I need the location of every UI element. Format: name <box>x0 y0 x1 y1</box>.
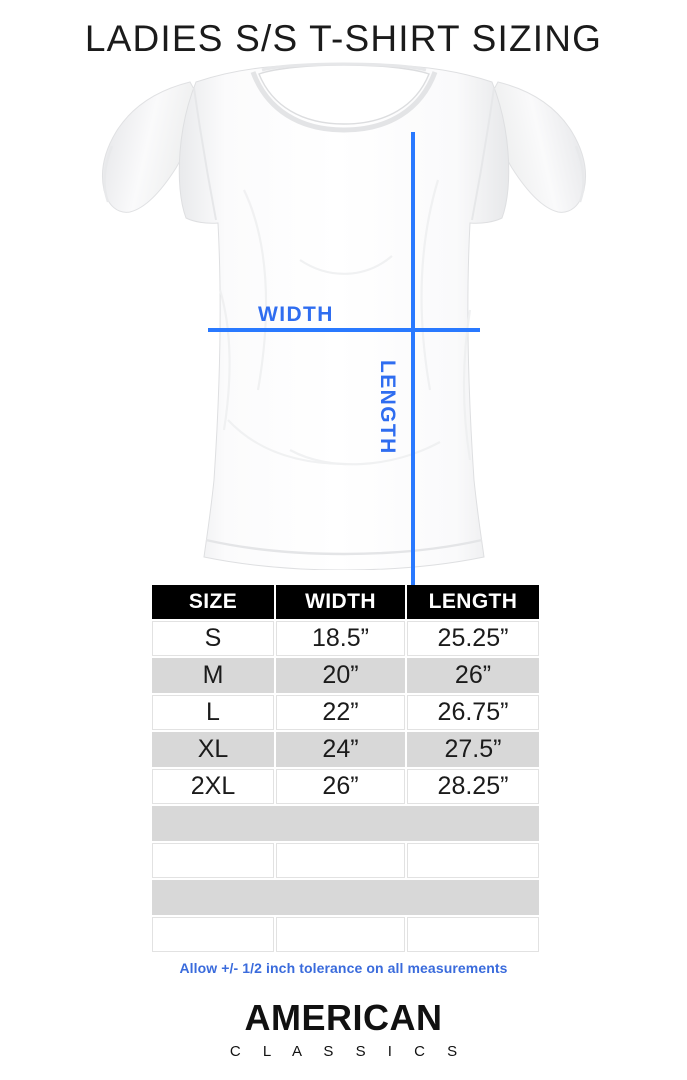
right-sleeve-hem <box>574 145 585 203</box>
cell-length: 27.5” <box>407 732 539 767</box>
column-header-length: LENGTH <box>407 585 539 619</box>
cell-length: 25.25” <box>407 621 539 656</box>
cell-size: XL <box>152 732 274 767</box>
cell-length: 26” <box>407 658 539 693</box>
table-header-row: SIZE WIDTH LENGTH <box>152 585 539 619</box>
left-sleeve-hem <box>103 145 114 203</box>
collar-rib <box>250 71 438 133</box>
empty-cell <box>407 843 539 878</box>
cell-width: 18.5” <box>276 621 405 656</box>
table-row: S 18.5” 25.25” <box>152 621 539 656</box>
page-title: LADIES S/S T-SHIRT SIZING <box>84 18 603 59</box>
cell-width: 26” <box>276 769 405 804</box>
table-row-empty <box>152 806 539 841</box>
cell-length: 26.75” <box>407 695 539 730</box>
table-body: S 18.5” 25.25” M 20” 26” L 22” 26.75” XL… <box>152 621 539 952</box>
column-header-size: SIZE <box>152 585 274 619</box>
empty-cell <box>276 917 405 952</box>
table-row-empty <box>152 880 539 915</box>
cell-width: 24” <box>276 732 405 767</box>
fabric-folds <box>218 179 472 466</box>
collar-tape <box>261 62 427 72</box>
empty-cell <box>152 917 274 952</box>
table-row: M 20” 26” <box>152 658 539 693</box>
cell-size: 2XL <box>152 769 274 804</box>
table-row: 2XL 26” 28.25” <box>152 769 539 804</box>
tshirt-illustration-svg <box>102 62 586 570</box>
empty-cell <box>276 843 405 878</box>
brand-logo: AMERICAN C L A S S I C S <box>0 997 687 1061</box>
right-armhole-seam <box>471 87 495 221</box>
length-measurement-line <box>411 132 415 618</box>
cell-width: 22” <box>276 695 405 730</box>
empty-cell <box>152 843 274 878</box>
cell-size: S <box>152 621 274 656</box>
brand-name-secondary: C L A S S I C S <box>229 1043 467 1060</box>
table-header: SIZE WIDTH LENGTH <box>152 585 539 619</box>
tshirt-diagram: WIDTH LENGTH <box>0 60 687 618</box>
size-chart-table: SIZE WIDTH LENGTH S 18.5” 25.25” M 20” 2… <box>150 583 541 954</box>
table-row: XL 24” 27.5” <box>152 732 539 767</box>
left-armhole-seam <box>193 87 217 221</box>
empty-cell <box>152 806 539 841</box>
bottom-hem <box>205 538 483 556</box>
length-measurement-label: LENGTH <box>376 360 399 455</box>
table-row-empty <box>152 843 539 878</box>
cell-size: M <box>152 658 274 693</box>
width-measurement-line <box>208 328 480 332</box>
table-row-empty <box>152 917 539 952</box>
brand-name-primary: AMERICAN <box>244 997 443 1038</box>
shirt-body <box>178 64 510 570</box>
cell-size: L <box>152 695 274 730</box>
cell-width: 20” <box>276 658 405 693</box>
width-measurement-label: WIDTH <box>258 303 334 326</box>
cell-length: 28.25” <box>407 769 539 804</box>
empty-cell <box>407 917 539 952</box>
empty-cell <box>152 880 539 915</box>
column-header-width: WIDTH <box>276 585 405 619</box>
table-row: L 22” 26.75” <box>152 695 539 730</box>
tolerance-note: Allow +/- 1/2 inch tolerance on all meas… <box>179 960 508 976</box>
